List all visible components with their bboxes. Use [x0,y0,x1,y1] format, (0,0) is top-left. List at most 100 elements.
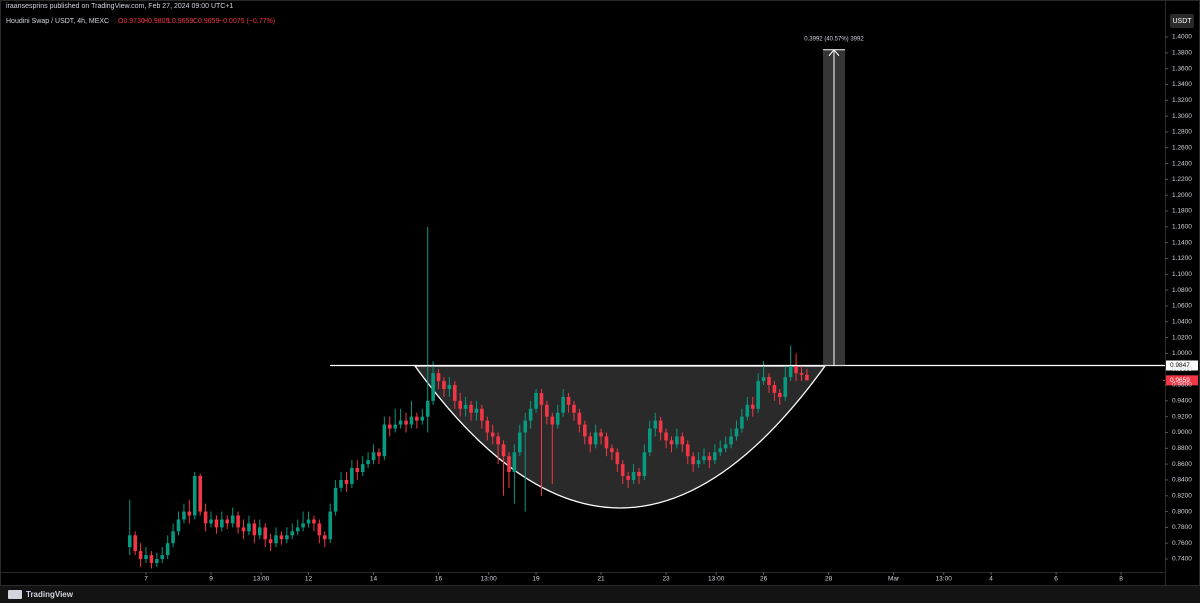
x-tick-label: 26 [760,576,768,583]
candle-body [230,515,235,524]
candle-body [577,412,582,425]
candle-body [550,416,555,425]
candle-body [322,535,327,540]
quote-close: C0.9659 [193,18,220,25]
y-tick-label: 0.9800 [1172,366,1192,373]
candle-body [387,424,392,429]
candle-body [566,396,571,405]
candle-body [241,527,246,532]
candle-body [290,531,295,536]
candle-body [127,535,132,548]
symbol: Houdini Swap / USDT, 4h, MEXC [6,18,109,25]
candle-body [772,385,777,393]
candle-body [583,424,587,437]
y-tick-label: 1.1600 [1172,224,1192,231]
candle-body [458,400,463,409]
candle-body [176,519,181,532]
candle-body [333,487,338,512]
candles [127,226,809,569]
y-tick-label: 0.8000 [1172,508,1192,515]
candle-body [561,396,565,413]
candle-body [420,416,425,421]
x-tick-label: 14 [370,576,378,583]
candle-body [187,511,192,516]
candle-body [220,519,224,528]
candle-body [669,440,674,445]
candle-body [756,381,760,409]
candle-body [377,452,381,457]
candle-body [653,420,658,429]
y-tick-label: 1.0800 [1172,287,1192,294]
candle-body [626,475,630,480]
candle-body [685,444,690,457]
candle-body [723,444,728,449]
y-tick-label: 1.3600 [1172,65,1192,72]
candle-body [447,385,452,389]
candle-body [257,527,262,536]
candle-body [295,527,300,532]
candle-body [301,523,305,528]
resistance-label-box [1166,360,1198,371]
y-tick-label: 0.9200 [1172,413,1192,420]
candle-body [317,523,322,536]
y-tick-label: 1.1400 [1172,239,1192,246]
x-tick-label: 9 [209,576,213,583]
x-tick-label: 21 [597,576,605,583]
candle-body [247,523,251,532]
candle-body [355,468,360,473]
candle-body [534,392,538,409]
candle-body [713,452,717,461]
candle-body [149,555,154,563]
currency-label[interactable]: USDT [1172,18,1192,25]
candle-body [740,416,744,429]
y-tick-label: 1.3000 [1172,113,1192,120]
candle-body [144,555,148,560]
candle-body [225,519,230,524]
y-tick-label: 0.9400 [1172,398,1192,405]
candle-body [214,519,219,528]
candle-body [767,377,771,386]
y-tick-label: 1.0200 [1172,334,1192,341]
candle-body [680,436,685,445]
footer-bar [0,586,1200,603]
candle-body [339,479,343,488]
publisher: iraansesprins published on TradingView.c… [6,3,233,10]
x-tick-label: 6 [1054,576,1058,583]
candle-body [637,472,641,476]
currency-button[interactable] [1170,14,1194,28]
quote-open: O0.9730 [118,18,145,25]
candle-body [209,519,213,524]
candle-body [155,559,159,563]
candle-body [192,475,197,516]
candle-body [604,436,609,449]
x-tick-label: 7 [144,576,148,583]
candle-body [664,432,668,441]
y-tick-label: 0.8800 [1172,445,1192,452]
candle-body [382,424,387,457]
x-tick-label: 13:00 [253,576,270,583]
y-tick-label: 1.3400 [1172,81,1192,88]
candle-body [507,456,511,473]
quote-low: L0.9659 [168,18,193,25]
y-tick-label: 1.2000 [1172,192,1192,199]
candle-body [783,377,788,397]
candle-body [160,555,165,560]
candle-body [171,531,175,544]
candle-body [442,381,446,389]
candle-body [203,511,208,524]
y-tick-label: 1.4000 [1172,34,1192,41]
candle-body [436,373,441,382]
last-price-label: 0.9659 [1170,377,1190,384]
x-tick-label: 4 [989,576,993,583]
candle-body [463,404,468,409]
y-tick-label: 0.8400 [1172,477,1192,484]
y-tick-label: 1.3200 [1172,97,1192,104]
candle-body [490,432,495,437]
candle-body [545,404,549,417]
candle-body [409,416,414,425]
candle-body [631,472,636,480]
y-tick-label: 0.9600 [1172,382,1192,389]
candle-body [599,432,603,437]
